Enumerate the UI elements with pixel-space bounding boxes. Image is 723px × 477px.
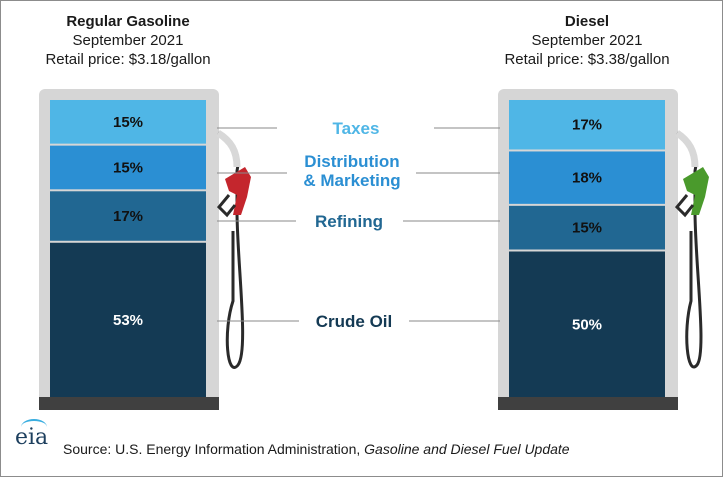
label-distribution-line2: & Marketing — [303, 171, 400, 190]
diesel-bar-distribution — [509, 151, 665, 204]
gasoline-header: Regular Gasoline September 2021 Retail p… — [18, 12, 238, 69]
label-crude-oil: Crude Oil — [316, 312, 393, 331]
connector-lines — [217, 127, 500, 322]
diesel-value-crude-oil: 50% — [572, 316, 602, 333]
diesel-nozzle-icon — [674, 167, 709, 218]
diesel-value-taxes: 17% — [572, 117, 602, 134]
gasoline-nozzle-icon — [216, 167, 251, 218]
diesel-price: Retail price: $3.38/gallon — [504, 51, 670, 68]
bar-segments: 53% 17% 15% 15% 50% 15% 18% 17% — [50, 100, 665, 397]
label-taxes: Taxes — [333, 119, 380, 138]
diesel-hose — [676, 131, 703, 369]
gasoline-bar-crude-oil — [50, 242, 206, 397]
diesel-period: September 2021 — [531, 32, 643, 49]
diesel-header: Diesel September 2021 Retail price: $3.3… — [477, 12, 697, 69]
label-distribution-line1: Distribution — [304, 152, 399, 171]
diesel-bar-taxes — [509, 100, 665, 150]
diesel-title: Diesel — [564, 13, 610, 30]
label-refining: Refining — [315, 212, 383, 231]
source-note: Source: U.S. Energy Information Administ… — [63, 441, 570, 457]
gasoline-price: Retail price: $3.18/gallon — [45, 51, 211, 68]
gasoline-title: Regular Gasoline — [66, 13, 190, 30]
gasoline-period: September 2021 — [72, 32, 184, 49]
gasoline-value-crude-oil: 53% — [113, 312, 143, 329]
source-title: Gasoline and Diesel Fuel Update — [364, 441, 570, 457]
eia-logo: eia — [15, 419, 48, 450]
gasoline-value-taxes: 15% — [113, 114, 143, 131]
gasoline-bar-taxes — [50, 100, 206, 144]
diesel-value-refining: 15% — [572, 220, 602, 237]
diesel-bar-crude-oil — [509, 251, 665, 397]
gasoline-bar-distribution — [50, 145, 206, 190]
diesel-bar-refining — [509, 205, 665, 250]
diesel-value-distribution: 18% — [572, 170, 602, 187]
source-prefix: Source: U.S. Energy Information Administ… — [63, 441, 365, 457]
gasoline-value-refining: 17% — [113, 208, 143, 225]
gasoline-value-distribution: 15% — [113, 159, 143, 176]
gasoline-hose — [217, 131, 245, 369]
gasoline-bar-refining — [50, 191, 206, 241]
